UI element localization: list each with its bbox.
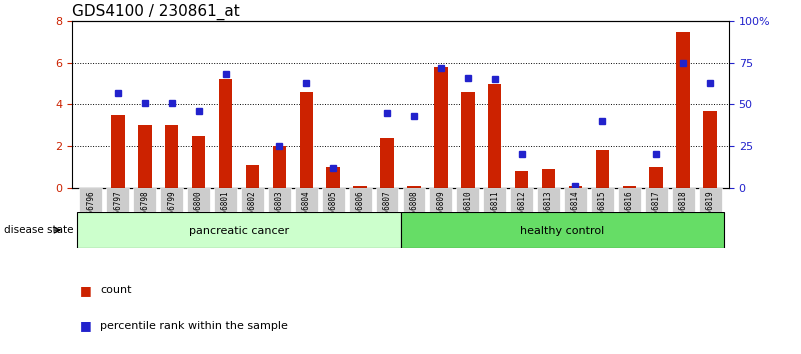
Bar (564, 188, 587, 248)
Text: GSM356801: GSM356801 (221, 190, 230, 232)
Bar (537, 188, 560, 248)
Text: ■: ■ (80, 284, 92, 297)
Bar (133, 188, 156, 248)
Bar (591, 188, 614, 248)
Text: disease state: disease state (4, 225, 74, 235)
Bar (192, 136, 205, 188)
Bar (569, 185, 582, 188)
Text: GSM356807: GSM356807 (383, 190, 392, 232)
Text: GSM356817: GSM356817 (652, 190, 661, 232)
Bar (219, 80, 232, 188)
Bar (79, 188, 103, 248)
Bar (429, 188, 453, 248)
Text: GSM356802: GSM356802 (248, 190, 257, 232)
Bar (165, 125, 179, 188)
Bar (676, 32, 690, 188)
Text: GSM356797: GSM356797 (114, 190, 123, 232)
Bar (510, 188, 533, 248)
Text: GSM356799: GSM356799 (167, 190, 176, 232)
Bar (488, 84, 501, 188)
Bar (457, 188, 479, 248)
Bar (407, 185, 421, 188)
Bar (403, 188, 425, 248)
Text: percentile rank within the sample: percentile rank within the sample (100, 321, 288, 331)
Text: GSM356818: GSM356818 (678, 190, 687, 232)
Bar (483, 188, 506, 248)
Bar (645, 188, 668, 248)
Text: GSM356805: GSM356805 (328, 190, 338, 232)
Bar (353, 185, 367, 188)
Text: GSM356804: GSM356804 (302, 190, 311, 232)
Bar (322, 188, 344, 248)
Bar (348, 188, 372, 248)
Bar (400, 212, 723, 248)
Text: GDS4100 / 230861_at: GDS4100 / 230861_at (72, 4, 239, 20)
Text: GSM356809: GSM356809 (437, 190, 445, 232)
Bar (650, 167, 663, 188)
Bar (434, 67, 448, 188)
Text: GSM356796: GSM356796 (87, 190, 95, 232)
Text: GSM356808: GSM356808 (409, 190, 418, 232)
Text: GSM356816: GSM356816 (625, 190, 634, 232)
Bar (672, 188, 694, 248)
Text: GSM356812: GSM356812 (517, 190, 526, 232)
Bar (380, 138, 394, 188)
Bar (376, 188, 398, 248)
Bar (160, 188, 183, 248)
Bar (111, 115, 125, 188)
Text: GSM356814: GSM356814 (571, 190, 580, 232)
Bar (295, 188, 318, 248)
Bar (107, 188, 129, 248)
Bar (541, 169, 555, 188)
Bar (241, 188, 264, 248)
Bar (187, 188, 210, 248)
Bar (214, 188, 237, 248)
Text: GSM356815: GSM356815 (598, 190, 607, 232)
Text: GSM356811: GSM356811 (490, 190, 499, 232)
Text: GSM356806: GSM356806 (356, 190, 364, 232)
Bar (618, 188, 641, 248)
Bar (272, 146, 286, 188)
Bar (461, 92, 474, 188)
Bar (300, 92, 313, 188)
Bar (698, 188, 722, 248)
Bar (327, 167, 340, 188)
Text: GSM356813: GSM356813 (544, 190, 553, 232)
Bar (138, 125, 151, 188)
Bar (622, 185, 636, 188)
Text: GSM356800: GSM356800 (194, 190, 203, 232)
Bar (515, 171, 529, 188)
Text: healthy control: healthy control (520, 226, 604, 236)
Bar (78, 212, 400, 248)
Text: pancreatic cancer: pancreatic cancer (189, 226, 289, 236)
Text: GSM356803: GSM356803 (275, 190, 284, 232)
Text: GSM356810: GSM356810 (463, 190, 473, 232)
Bar (246, 165, 260, 188)
Text: count: count (100, 285, 131, 295)
Bar (703, 111, 717, 188)
Text: GSM356819: GSM356819 (706, 190, 714, 232)
Text: ■: ■ (80, 319, 92, 332)
Text: GSM356798: GSM356798 (140, 190, 149, 232)
Bar (268, 188, 291, 248)
Bar (596, 150, 609, 188)
